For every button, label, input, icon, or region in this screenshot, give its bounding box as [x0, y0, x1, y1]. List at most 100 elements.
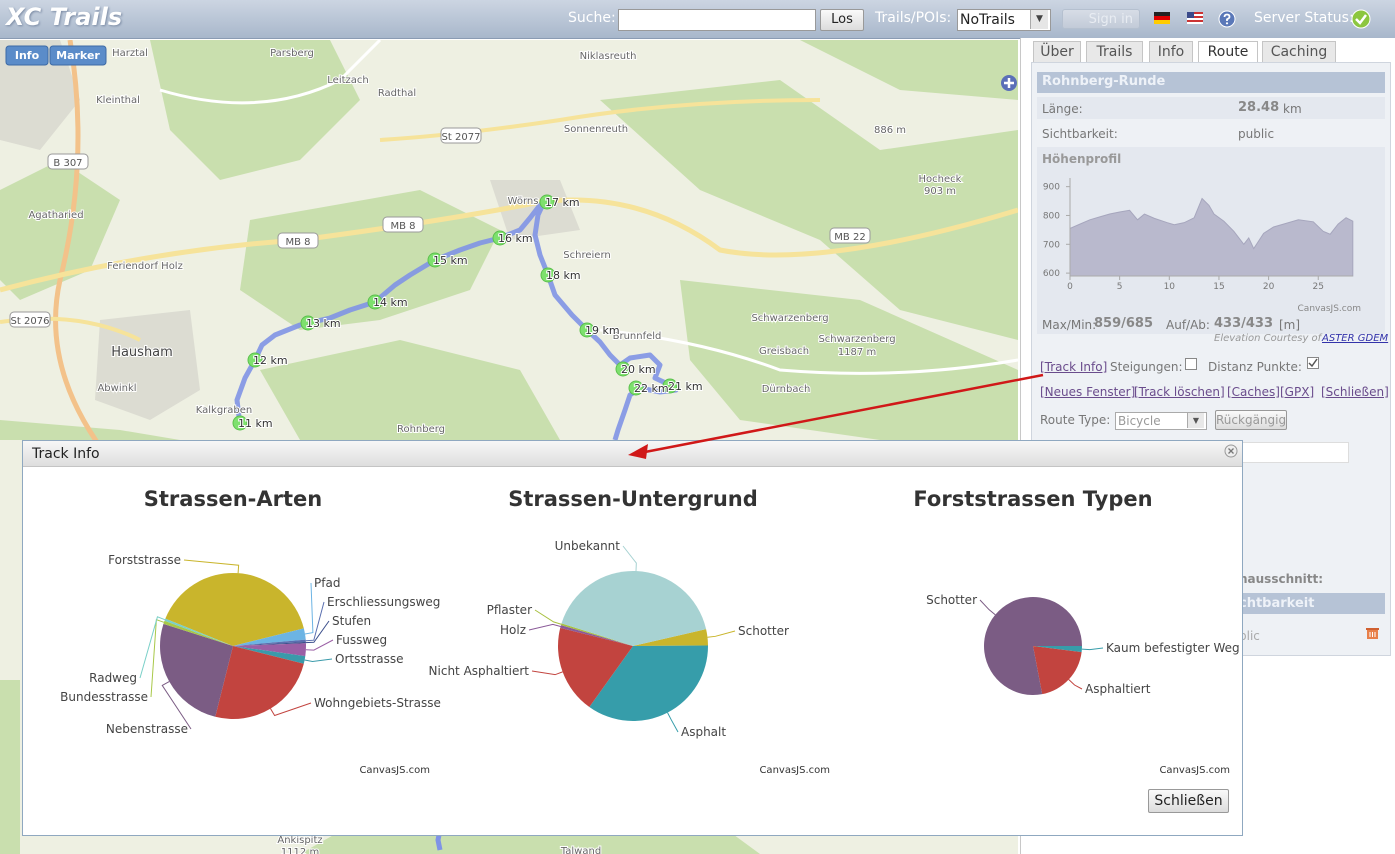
place-label: Feriendorf Holz — [107, 261, 183, 272]
dialog-close[interactable] — [1224, 444, 1238, 458]
leader-line — [161, 681, 192, 730]
pie-slice — [983, 597, 1082, 695]
tab[interactable]: Info — [1149, 41, 1193, 62]
panel-link[interactable]: [Caches] — [1227, 385, 1280, 399]
tab[interactable]: Caching — [1262, 41, 1336, 62]
panel-link[interactable]: [Schließen] — [1321, 385, 1389, 399]
help-icon[interactable] — [1218, 10, 1236, 28]
chart-credit: CanvasJS.com — [759, 765, 830, 776]
y-tick-label: 600 — [1043, 269, 1060, 279]
leader-line — [183, 559, 240, 574]
elevation-area — [1069, 197, 1354, 277]
slice-label: Erschliessungsweg — [327, 595, 440, 609]
length-unit: km — [1283, 102, 1302, 116]
chart-title: Strassen-Untergrund — [508, 487, 758, 511]
logo[interactable]: XC Trails — [6, 3, 123, 31]
place-label: Abwinkl — [97, 383, 136, 394]
leader-line — [1081, 647, 1104, 651]
info-map-button[interactable] — [5, 45, 49, 66]
delete-icon[interactable] — [1366, 627, 1379, 640]
slice-label: Asphalt — [681, 725, 726, 739]
marker-map-button[interactable] — [49, 45, 107, 66]
pie-slice — [1033, 646, 1082, 695]
panel-link[interactable]: [Neues Fenster] — [1040, 385, 1136, 399]
search-input[interactable] — [618, 9, 816, 31]
server-status-label: Server Status: — [1254, 10, 1354, 26]
km-label: 17 km — [545, 196, 580, 209]
y-tick-label: 700 — [1043, 240, 1060, 250]
leader-line — [979, 599, 996, 616]
select-arrow[interactable]: ▼ — [1030, 10, 1048, 29]
slice-label: Unbekannt — [555, 539, 621, 553]
km-label: 16 km — [498, 232, 533, 245]
pie-charts: Strassen-Arten CanvasJS.com Forststrasse Pf… — [60, 487, 1240, 776]
profile-label: Höhenprofil — [1042, 152, 1122, 166]
text-input[interactable] — [1237, 442, 1349, 463]
close-button[interactable]: Schließen — [1148, 789, 1229, 813]
flag-us[interactable] — [1187, 12, 1203, 24]
place-label: Schwarzenberg — [818, 334, 895, 345]
leader-line — [528, 623, 561, 631]
courtesy-link[interactable]: ASTER GDEM — [1322, 333, 1389, 344]
place-label: 903 m — [924, 186, 956, 197]
tab[interactable]: Trails — [1086, 41, 1143, 62]
pie-slice — [164, 618, 233, 646]
slice-label: Schotter — [926, 593, 977, 607]
slice-label: Pfad — [314, 576, 340, 590]
km-marker — [615, 361, 631, 377]
slice-label: Nicht Asphaltiert — [429, 664, 530, 678]
slice-label: Nebenstrasse — [106, 722, 188, 736]
pie-slice — [560, 623, 633, 646]
slice-label: Kaum befestigter Weg — [1106, 641, 1240, 655]
search-button[interactable]: Los — [820, 9, 864, 31]
sign-in-button[interactable]: Sign in — [1062, 9, 1140, 29]
place-label: Talwand — [560, 846, 601, 854]
road-badge — [440, 127, 482, 144]
track-info-link[interactable]: [Track Info] — [1040, 360, 1108, 374]
tab[interactable]: Route — [1198, 41, 1258, 63]
road-badge — [47, 153, 89, 170]
route-type-select[interactable]: Bicycle — [1115, 412, 1207, 430]
km-marker — [628, 380, 644, 396]
pie-chart: Strassen-Arten CanvasJS.com Forststrasse Pf… — [60, 487, 441, 776]
road-badge — [277, 232, 319, 249]
route-header — [1037, 72, 1385, 93]
panel-link[interactable]: [Track löschen] — [1134, 385, 1225, 399]
maxmin-value: 859/685 — [1094, 316, 1154, 331]
distance-checkbox[interactable] — [1307, 357, 1320, 370]
updown-unit: [m] — [1279, 318, 1301, 332]
km-label: 19 km — [585, 324, 620, 337]
slice-label: Fussweg — [336, 633, 387, 647]
flag-de[interactable] — [1154, 12, 1170, 24]
place-label: Sonnenreuth — [564, 124, 628, 135]
search-label: Suche: — [568, 10, 616, 26]
length-label: Länge: — [1042, 102, 1083, 116]
panel-link[interactable]: [GPX] — [1280, 385, 1315, 399]
route-name: Rohnberg-Runde — [1042, 74, 1166, 89]
elevation-plot: 0 5 10 15 20 25 600 700 800 900 CanvasJS.com — [1043, 178, 1361, 314]
slice-label: Wohngebiets-Strasse — [314, 696, 441, 710]
pie-chart: Strassen-Untergrund CanvasJS.com Schotter A… — [429, 487, 830, 776]
marker-button-label: Marker — [56, 49, 100, 62]
tab[interactable]: Über — [1033, 41, 1081, 62]
slopes-checkbox[interactable] — [1185, 358, 1197, 370]
pie-slice — [558, 627, 633, 707]
km-marker — [427, 252, 443, 268]
pie-slice — [233, 628, 306, 646]
trails-select[interactable]: NoTrails — [957, 9, 1051, 31]
select-arrow[interactable]: ▼ — [1187, 413, 1204, 428]
road-label: MB 8 — [285, 237, 310, 248]
km-label: 21 km — [668, 380, 703, 393]
place-label: Brunnfeld — [613, 331, 662, 342]
road-label: MB 8 — [390, 221, 415, 232]
undo-button[interactable]: Rückgängig — [1215, 410, 1287, 430]
chart-credit: CanvasJS.com — [1159, 765, 1230, 776]
pie-slice — [165, 573, 304, 646]
zoom-button[interactable] — [1001, 75, 1017, 91]
leader-line — [305, 601, 325, 642]
km-label: 20 km — [621, 363, 656, 376]
slice-label: Radweg — [89, 671, 137, 685]
pie-slice — [215, 646, 304, 719]
y-tick-label: 800 — [1043, 211, 1060, 221]
